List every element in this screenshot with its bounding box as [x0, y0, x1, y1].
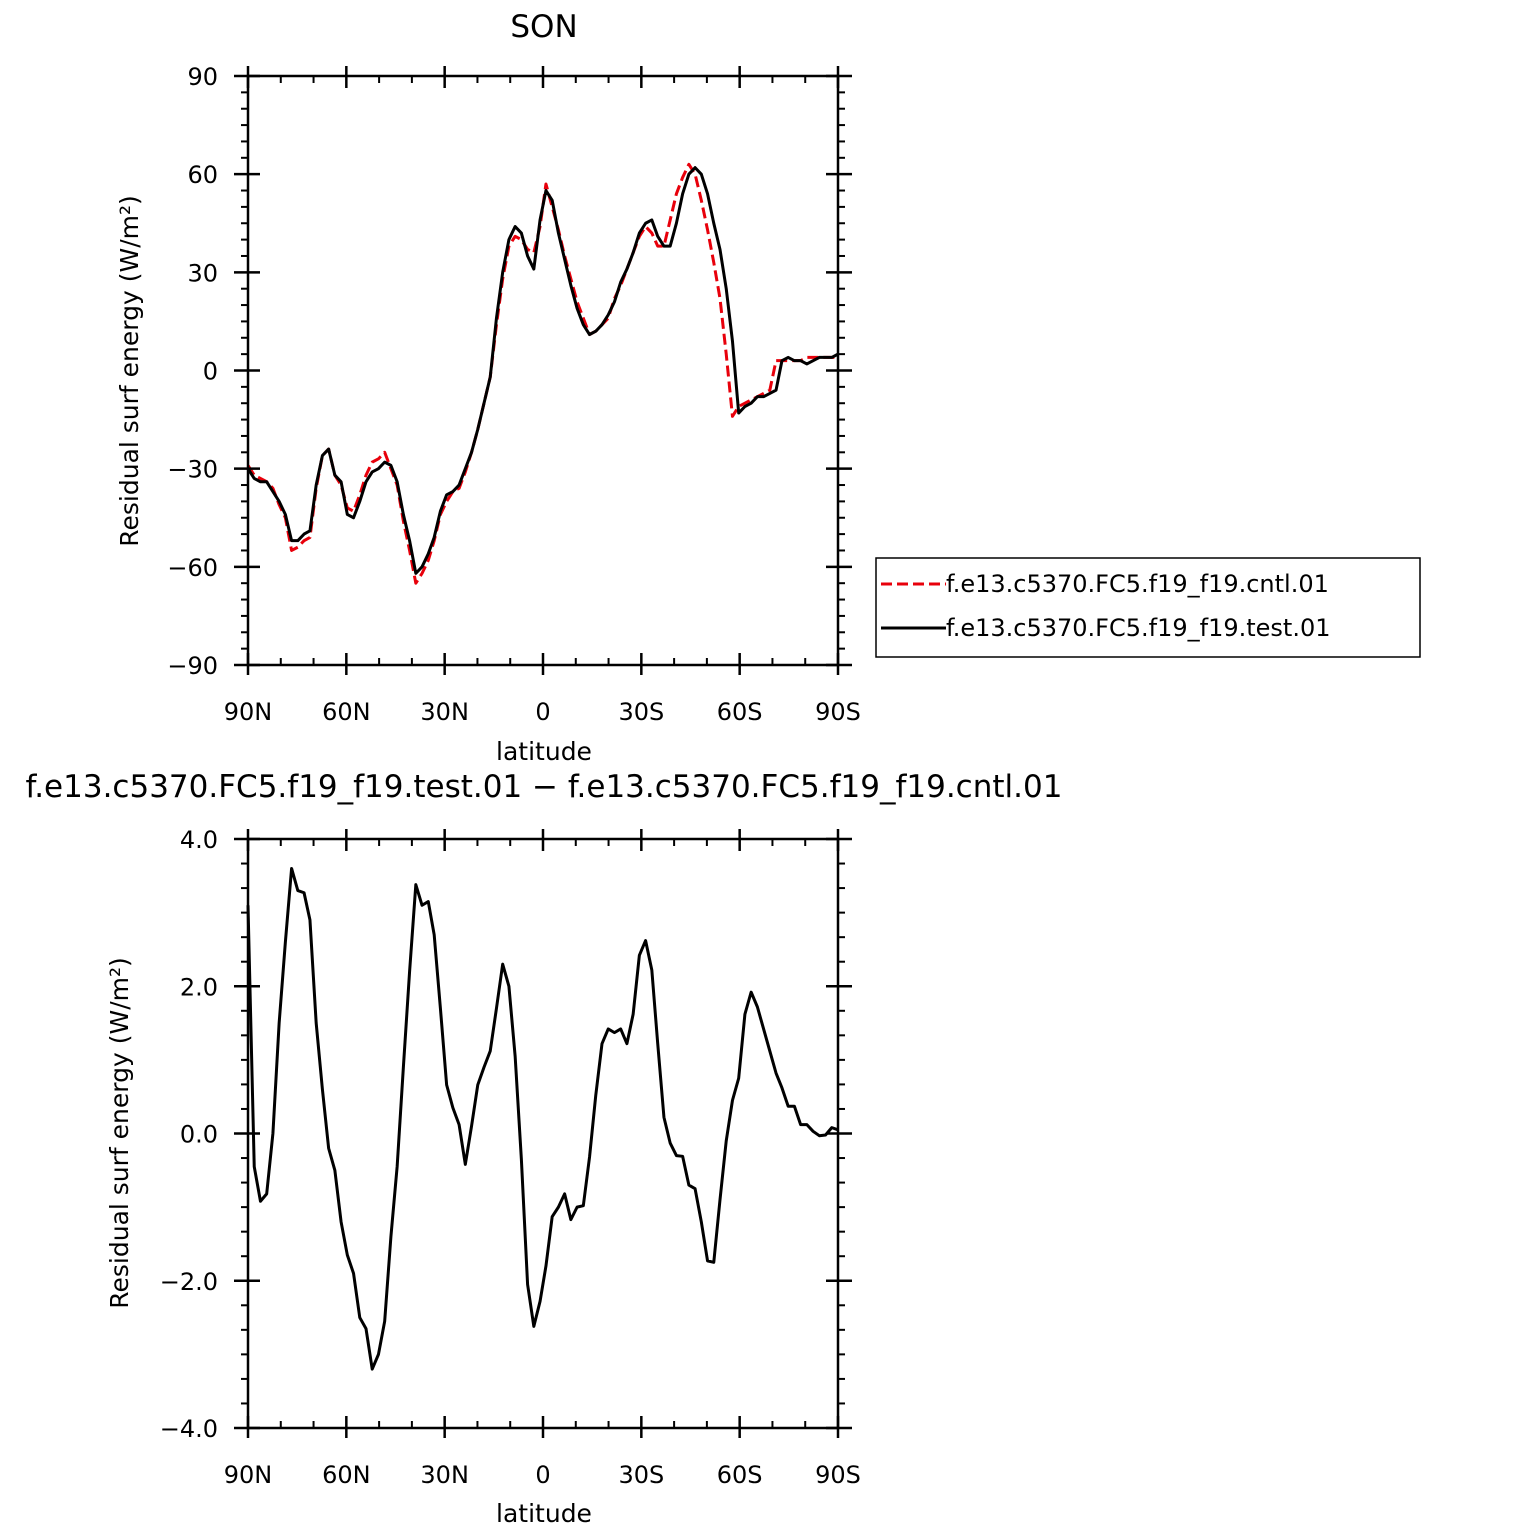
bottom-x-tick-label: 60N: [322, 1461, 371, 1489]
top-x-tick-label: 60S: [717, 698, 763, 726]
bottom-y-tick-label: 4.0: [180, 826, 218, 854]
top-x-tick-label: 0: [535, 698, 550, 726]
bottom-x-tick-label: 30N: [420, 1461, 469, 1489]
bottom-x-tick-label: 90N: [224, 1461, 273, 1489]
bottom-x-tick-label: 90S: [815, 1461, 861, 1489]
top-panel: SON 90N 60N 30N 0 30S 60S 90S9060300−30−60−90 …: [115, 9, 1421, 766]
bottom-y-tick-label: 2.0: [180, 973, 218, 1001]
bottom-y-tick-label: −4.0: [160, 1415, 218, 1443]
top-y-tick-label: −90: [167, 652, 218, 680]
bottom-y-tick-label: 0.0: [180, 1121, 218, 1149]
bottom-x-axis-title: latitude: [496, 1499, 592, 1528]
bottom-x-tick-label: 0: [535, 1461, 550, 1489]
bottom-y-axis-title: Residual surf energy (W/m²): [105, 957, 134, 1309]
top-series-line-0: [246, 162, 838, 585]
bottom-x-tick-label: 30S: [618, 1461, 664, 1489]
top-y-tick-label: 60: [187, 161, 218, 189]
bottom-y-tick-label: −2.0: [160, 1268, 218, 1296]
bottom-x-tick-label: 60S: [717, 1461, 763, 1489]
bottom-panel: f.e13.c5370.FC5.f19_f19.test.01 − f.e13.…: [26, 769, 1063, 1528]
top-x-tick-label: 60N: [322, 698, 371, 726]
top-chart-title: SON: [510, 9, 577, 45]
top-y-tick-label: 90: [187, 63, 218, 91]
legend-label-cntl: f.e13.c5370.FC5.f19_f19.cntl.01: [946, 570, 1329, 598]
top-y-tick-label: 30: [187, 259, 218, 287]
bottom-chart-title: f.e13.c5370.FC5.f19_f19.test.01 − f.e13.…: [26, 769, 1063, 805]
top-y-tick-label: −30: [167, 456, 218, 484]
top-y-tick-label: 0: [203, 358, 218, 386]
top-x-tick-label: 30N: [420, 698, 469, 726]
legend-box: [875, 557, 1421, 658]
top-series-line-1: [246, 166, 839, 575]
top-y-tick-label: −60: [167, 554, 218, 582]
top-plot-frame: [246, 74, 840, 667]
legend: f.e13.c5370.FC5.f19_f19.cntl.01 f.e13.c5…: [875, 557, 1421, 658]
top-x-tick-label: 90S: [815, 698, 861, 726]
top-x-tick-label: 90N: [224, 698, 273, 726]
legend-label-test: f.e13.c5370.FC5.f19_f19.test.01: [946, 614, 1331, 642]
bottom-plot-frame: [246, 837, 840, 1430]
top-x-tick-label: 30S: [618, 698, 664, 726]
bottom-series-line-0: [246, 866, 839, 1371]
top-y-axis-title: Residual surf energy (W/m²): [115, 195, 144, 547]
top-x-axis-title: latitude: [496, 737, 592, 766]
